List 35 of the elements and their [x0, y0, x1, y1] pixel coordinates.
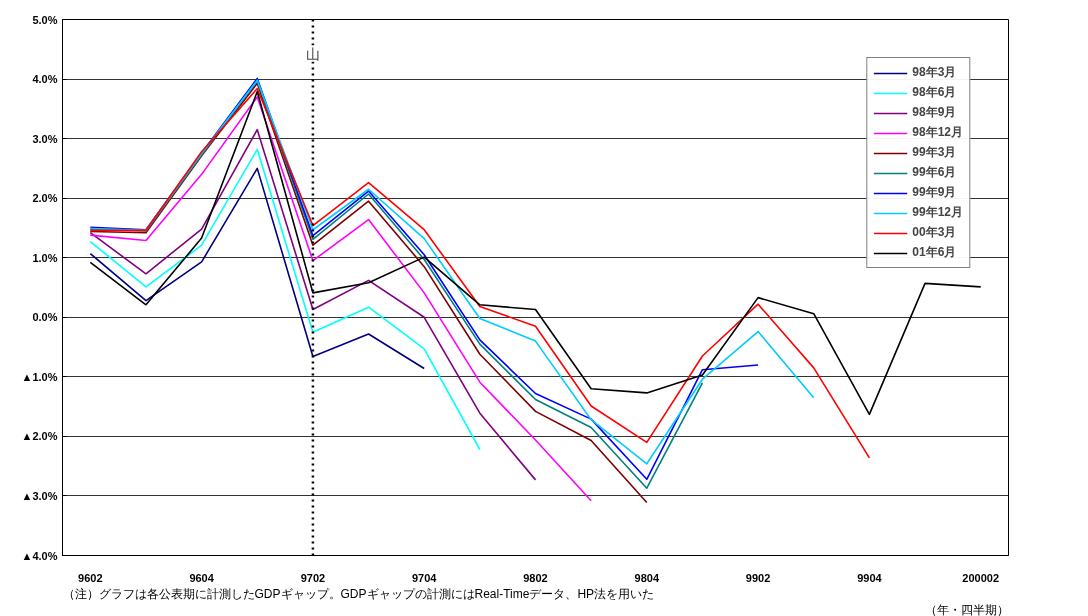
ref-line-label: 山 — [305, 45, 320, 62]
y-tick-label: ▲4.0% — [21, 549, 58, 562]
x-tick-label: 9804 — [634, 571, 660, 584]
y-tick-label: 0.0% — [32, 311, 58, 324]
y-tick-label: ▲2.0% — [21, 430, 58, 443]
x-tick-label: 9602 — [78, 571, 103, 584]
legend-label: 01年6月 — [912, 244, 957, 261]
x-tick-label: 9702 — [300, 571, 326, 584]
line-series — [89, 128, 537, 481]
legend-label: 99年9月 — [912, 184, 957, 201]
y-tick-label: 3.0% — [32, 132, 58, 145]
text: （年・四半期） — [924, 602, 1009, 616]
legend-label: 98年6月 — [912, 84, 957, 101]
x-tick-label: 9704 — [411, 571, 438, 584]
x-tick-label: 9802 — [523, 571, 548, 584]
legend-label: 98年12月 — [912, 124, 963, 141]
y-tick-label: ▲1.0% — [21, 370, 58, 383]
legend-label: 00年3月 — [912, 224, 957, 241]
text: （注）グラフは各公表期に計測したGDPギャップ。GDPギャップの計測にはReal-Timeデータ、HP法を用いた — [62, 586, 655, 601]
legend-label: 99年3月 — [912, 144, 957, 161]
y-tick-label: 5.0% — [32, 13, 58, 26]
legend-label: 99年12月 — [912, 204, 963, 221]
line-series — [89, 167, 426, 370]
y-tick-label: 4.0% — [32, 73, 58, 86]
x-tick-label: 9902 — [745, 571, 771, 584]
y-tick-label: ▲3.0% — [21, 489, 58, 502]
y-tick-label: 1.0% — [32, 251, 58, 264]
x-tick-label: 200002 — [962, 571, 1000, 584]
legend-label: 98年9月 — [912, 104, 957, 121]
legend-label: 99年6月 — [912, 164, 957, 181]
line-series — [89, 148, 481, 451]
x-tick-label: 9604 — [189, 571, 215, 584]
y-tick-label: 2.0% — [32, 192, 58, 205]
legend-label: 98年3月 — [912, 64, 957, 81]
x-tick-label: 9904 — [857, 571, 883, 584]
